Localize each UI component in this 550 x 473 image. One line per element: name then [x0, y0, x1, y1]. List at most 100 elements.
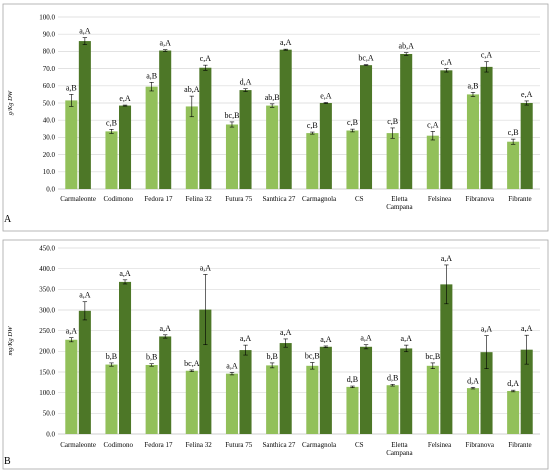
data-label: a,A [320, 335, 332, 344]
bar-light [225, 124, 238, 189]
bar-light [346, 130, 359, 189]
data-label: a,A [119, 269, 131, 278]
panel-letter-B: B [4, 456, 11, 467]
data-label: e,A [119, 94, 131, 103]
bar-dark [520, 103, 533, 189]
bar-dark [360, 65, 373, 189]
bar-light [466, 94, 479, 189]
bar-dark [199, 309, 212, 434]
bar-dark [520, 349, 533, 434]
data-label: a,A [160, 324, 172, 333]
category-label: Fedora 17 [144, 441, 173, 449]
bar-light [386, 133, 399, 189]
data-label: a,A [521, 324, 533, 333]
category-label: Codimono [103, 195, 133, 203]
data-label: a,A [240, 334, 252, 343]
data-label: ab,B [265, 93, 280, 102]
category-label: Fibrante [508, 195, 531, 203]
data-label: bc,B [305, 351, 320, 360]
category-label: Felsinea [428, 195, 452, 203]
bar-dark [319, 103, 332, 189]
bar-dark [440, 70, 453, 189]
bar-light [225, 373, 238, 434]
y-axis-label: mg/Kg DW [7, 326, 14, 356]
bar-dark [279, 49, 292, 190]
category-label: Felsinea [428, 441, 452, 449]
bar-dark [360, 346, 373, 434]
data-label: bc,A [184, 359, 200, 368]
bar-dark [239, 350, 252, 434]
data-label: a,A [360, 334, 372, 343]
data-label: c,A [481, 51, 493, 60]
data-label: d,B [347, 375, 358, 384]
data-label: c,A [441, 58, 453, 67]
data-label: a,A [200, 263, 212, 272]
category-label: Campana [386, 203, 413, 211]
data-label: bc,A [358, 54, 374, 63]
category-label: CS [355, 441, 364, 449]
data-label: d,B [387, 373, 398, 382]
bar-light [65, 100, 78, 189]
data-label: a,A [226, 361, 238, 370]
data-label: e,A [521, 90, 533, 99]
data-label: a,A [280, 38, 292, 47]
data-label: d,A [240, 78, 252, 87]
y-tick-label: 30.0 [43, 134, 56, 142]
y-tick-label: 0.0 [46, 430, 55, 438]
category-label: Codimono [103, 441, 133, 449]
data-label: a,A [79, 291, 91, 300]
data-label: a,A [160, 39, 172, 48]
y-tick-label: 50.0 [43, 99, 56, 107]
category-label: Fibrante [508, 441, 531, 449]
bar-light [266, 105, 279, 189]
category-label: Carmaleonte [60, 441, 96, 449]
data-label: a,B [468, 81, 479, 90]
data-label: b,B [106, 352, 117, 361]
y-tick-label: 350.0 [39, 286, 55, 294]
bar-dark [159, 336, 172, 434]
category-label: Eletta [391, 441, 408, 449]
bar-light [145, 364, 158, 434]
bar-dark [78, 41, 91, 189]
category-label: Carmagnola [302, 441, 337, 449]
bar-dark [480, 352, 493, 434]
data-label: c,B [347, 118, 358, 127]
data-label: c,B [508, 128, 519, 137]
bar-light [346, 386, 359, 434]
bar-light [185, 370, 198, 434]
bar-light [185, 106, 198, 189]
bar-dark [400, 348, 413, 434]
bar-dark [78, 310, 91, 434]
data-label: c,A [200, 54, 212, 63]
category-label: Carmaleonte [60, 195, 96, 203]
data-label: a,A [79, 27, 91, 36]
y-tick-label: 40.0 [43, 117, 56, 125]
data-label: bc,B [225, 111, 240, 120]
category-label: Felina 32 [185, 441, 212, 449]
data-label: a,A [401, 334, 413, 343]
bar-light [65, 339, 78, 434]
data-label: b,B [266, 352, 277, 361]
bar-light [266, 365, 279, 434]
bar-dark [159, 50, 172, 189]
y-tick-label: 60.0 [43, 82, 56, 90]
bar-dark [119, 281, 132, 434]
y-tick-label: 0.0 [46, 185, 55, 193]
data-label: c,B [106, 118, 117, 127]
y-tick-label: 50.0 [43, 410, 56, 418]
bar-light [426, 135, 439, 189]
category-label: Felina 32 [185, 195, 212, 203]
bar-light [105, 131, 118, 189]
bar-light [145, 86, 158, 189]
bar-dark [239, 90, 252, 189]
data-label: ab,A [399, 42, 415, 51]
data-label: a,A [441, 254, 453, 263]
data-label: d,A [507, 379, 519, 388]
bar-dark [279, 343, 292, 434]
category-label: Fedora 17 [144, 195, 173, 203]
y-tick-label: 150.0 [39, 368, 55, 376]
data-label: ab,A [184, 85, 200, 94]
y-tick-label: 20.0 [43, 151, 56, 159]
bar-light [507, 141, 520, 189]
